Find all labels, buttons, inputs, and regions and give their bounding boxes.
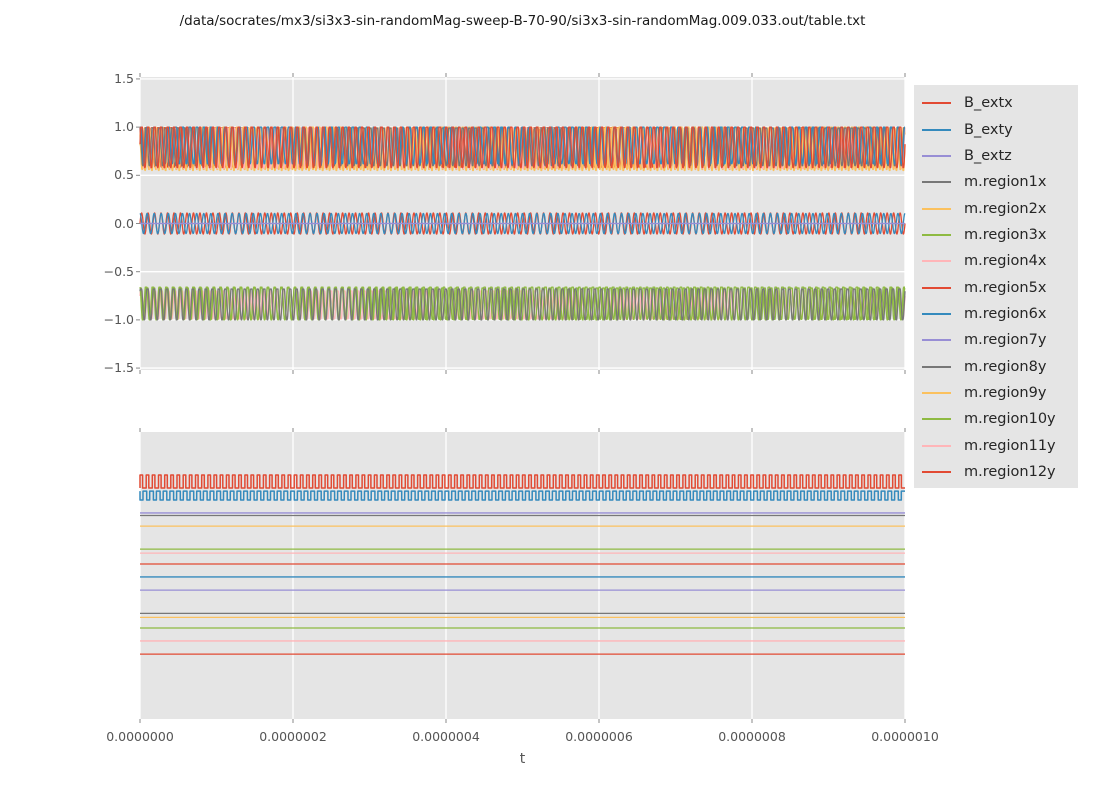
legend-label: m.region10y [964, 411, 1056, 428]
legend-label: B_exty [964, 121, 1013, 138]
y-tick-label: 0.5 [114, 167, 134, 183]
x-tick-label: 0.0000006 [565, 729, 633, 744]
top-axes-plot [136, 73, 906, 374]
legend-line-sample [922, 339, 951, 342]
legend-item: m.region8y [914, 353, 1078, 379]
legend-line-sample [922, 207, 951, 210]
x-tick-label: 0.0000008 [718, 729, 786, 744]
legend-label: m.region7y [964, 332, 1047, 349]
x-tick-label: 0.0000010 [871, 729, 939, 744]
legend-line-sample [922, 286, 951, 289]
x-axis-label: t [519, 751, 526, 767]
legend-label: m.region11y [964, 437, 1056, 454]
bottom-axes-plot [139, 428, 906, 723]
legend-line-sample [922, 470, 951, 473]
series-lines [139, 474, 906, 655]
legend-label: m.region9y [964, 384, 1047, 401]
series-lines [139, 126, 906, 321]
legend-label: m.region5x [964, 279, 1047, 296]
legend-label: B_extz [964, 147, 1012, 164]
legend-item: m.region10y [914, 406, 1078, 432]
legend-item: m.region4x [914, 248, 1078, 274]
legend-item: m.region5x [914, 274, 1078, 300]
series-line-B_exty [139, 212, 906, 235]
x-tick-label: 0.0000000 [106, 729, 174, 744]
legend-line-sample [922, 391, 951, 394]
x-tick-label: 0.0000002 [259, 729, 327, 744]
y-tick-label: 0.0 [114, 215, 134, 231]
legend-line-sample [922, 444, 951, 447]
legend-line-sample [922, 102, 951, 105]
series-line-m.region5x [139, 126, 906, 169]
legend-item: m.region3x [914, 222, 1078, 248]
series-line-B_exty [139, 490, 905, 501]
legend-item: m.region9y [914, 380, 1078, 406]
series-line-m.region1x [139, 288, 906, 321]
legend-item: m.region1x [914, 169, 1078, 195]
legend-item: m.region7y [914, 327, 1078, 353]
legend-item: m.region12y [914, 459, 1078, 485]
legend-label: m.region8y [964, 358, 1047, 375]
legend-item: B_extz [914, 143, 1078, 169]
legend-label: m.region3x [964, 226, 1047, 243]
x-tick-label: 0.0000004 [412, 729, 480, 744]
legend-label: m.region2x [964, 200, 1047, 217]
legend-item: m.region6x [914, 301, 1078, 327]
legend-item: m.region11y [914, 432, 1078, 458]
legend-line-sample [922, 154, 951, 157]
legend-line-sample [922, 365, 951, 368]
y-tick-label: 1.5 [114, 70, 134, 86]
legend: B_extx B_exty B_extz m.region1x m.region2x m.… [914, 85, 1078, 488]
series-line-B_extx [139, 474, 905, 489]
legend-line-sample [922, 128, 951, 131]
legend-item: m.region2x [914, 195, 1078, 221]
y-tick-label: −1.0 [103, 311, 134, 327]
legend-label: m.region6x [964, 305, 1047, 322]
legend-item: B_exty [914, 116, 1078, 142]
legend-label: m.region4x [964, 253, 1047, 270]
legend-label: m.region12y [964, 463, 1056, 480]
legend-line-sample [922, 260, 951, 263]
tick-marks [139, 428, 906, 723]
legend-line-sample [922, 418, 951, 421]
tick-marks [136, 73, 906, 374]
y-tick-label: −0.5 [103, 263, 134, 279]
legend-line-sample [922, 312, 951, 315]
y-tick-label: −1.5 [103, 360, 134, 376]
legend-line-sample [922, 181, 951, 184]
y-tick-label: 1.0 [114, 119, 134, 135]
legend-line-sample [922, 233, 951, 236]
legend-label: m.region1x [964, 174, 1047, 191]
legend-item: B_extx [914, 90, 1078, 116]
figure-title: /data/socrates/mx3/si3x3-sin-randomMag-s… [179, 13, 866, 29]
legend-label: B_extx [964, 95, 1013, 112]
